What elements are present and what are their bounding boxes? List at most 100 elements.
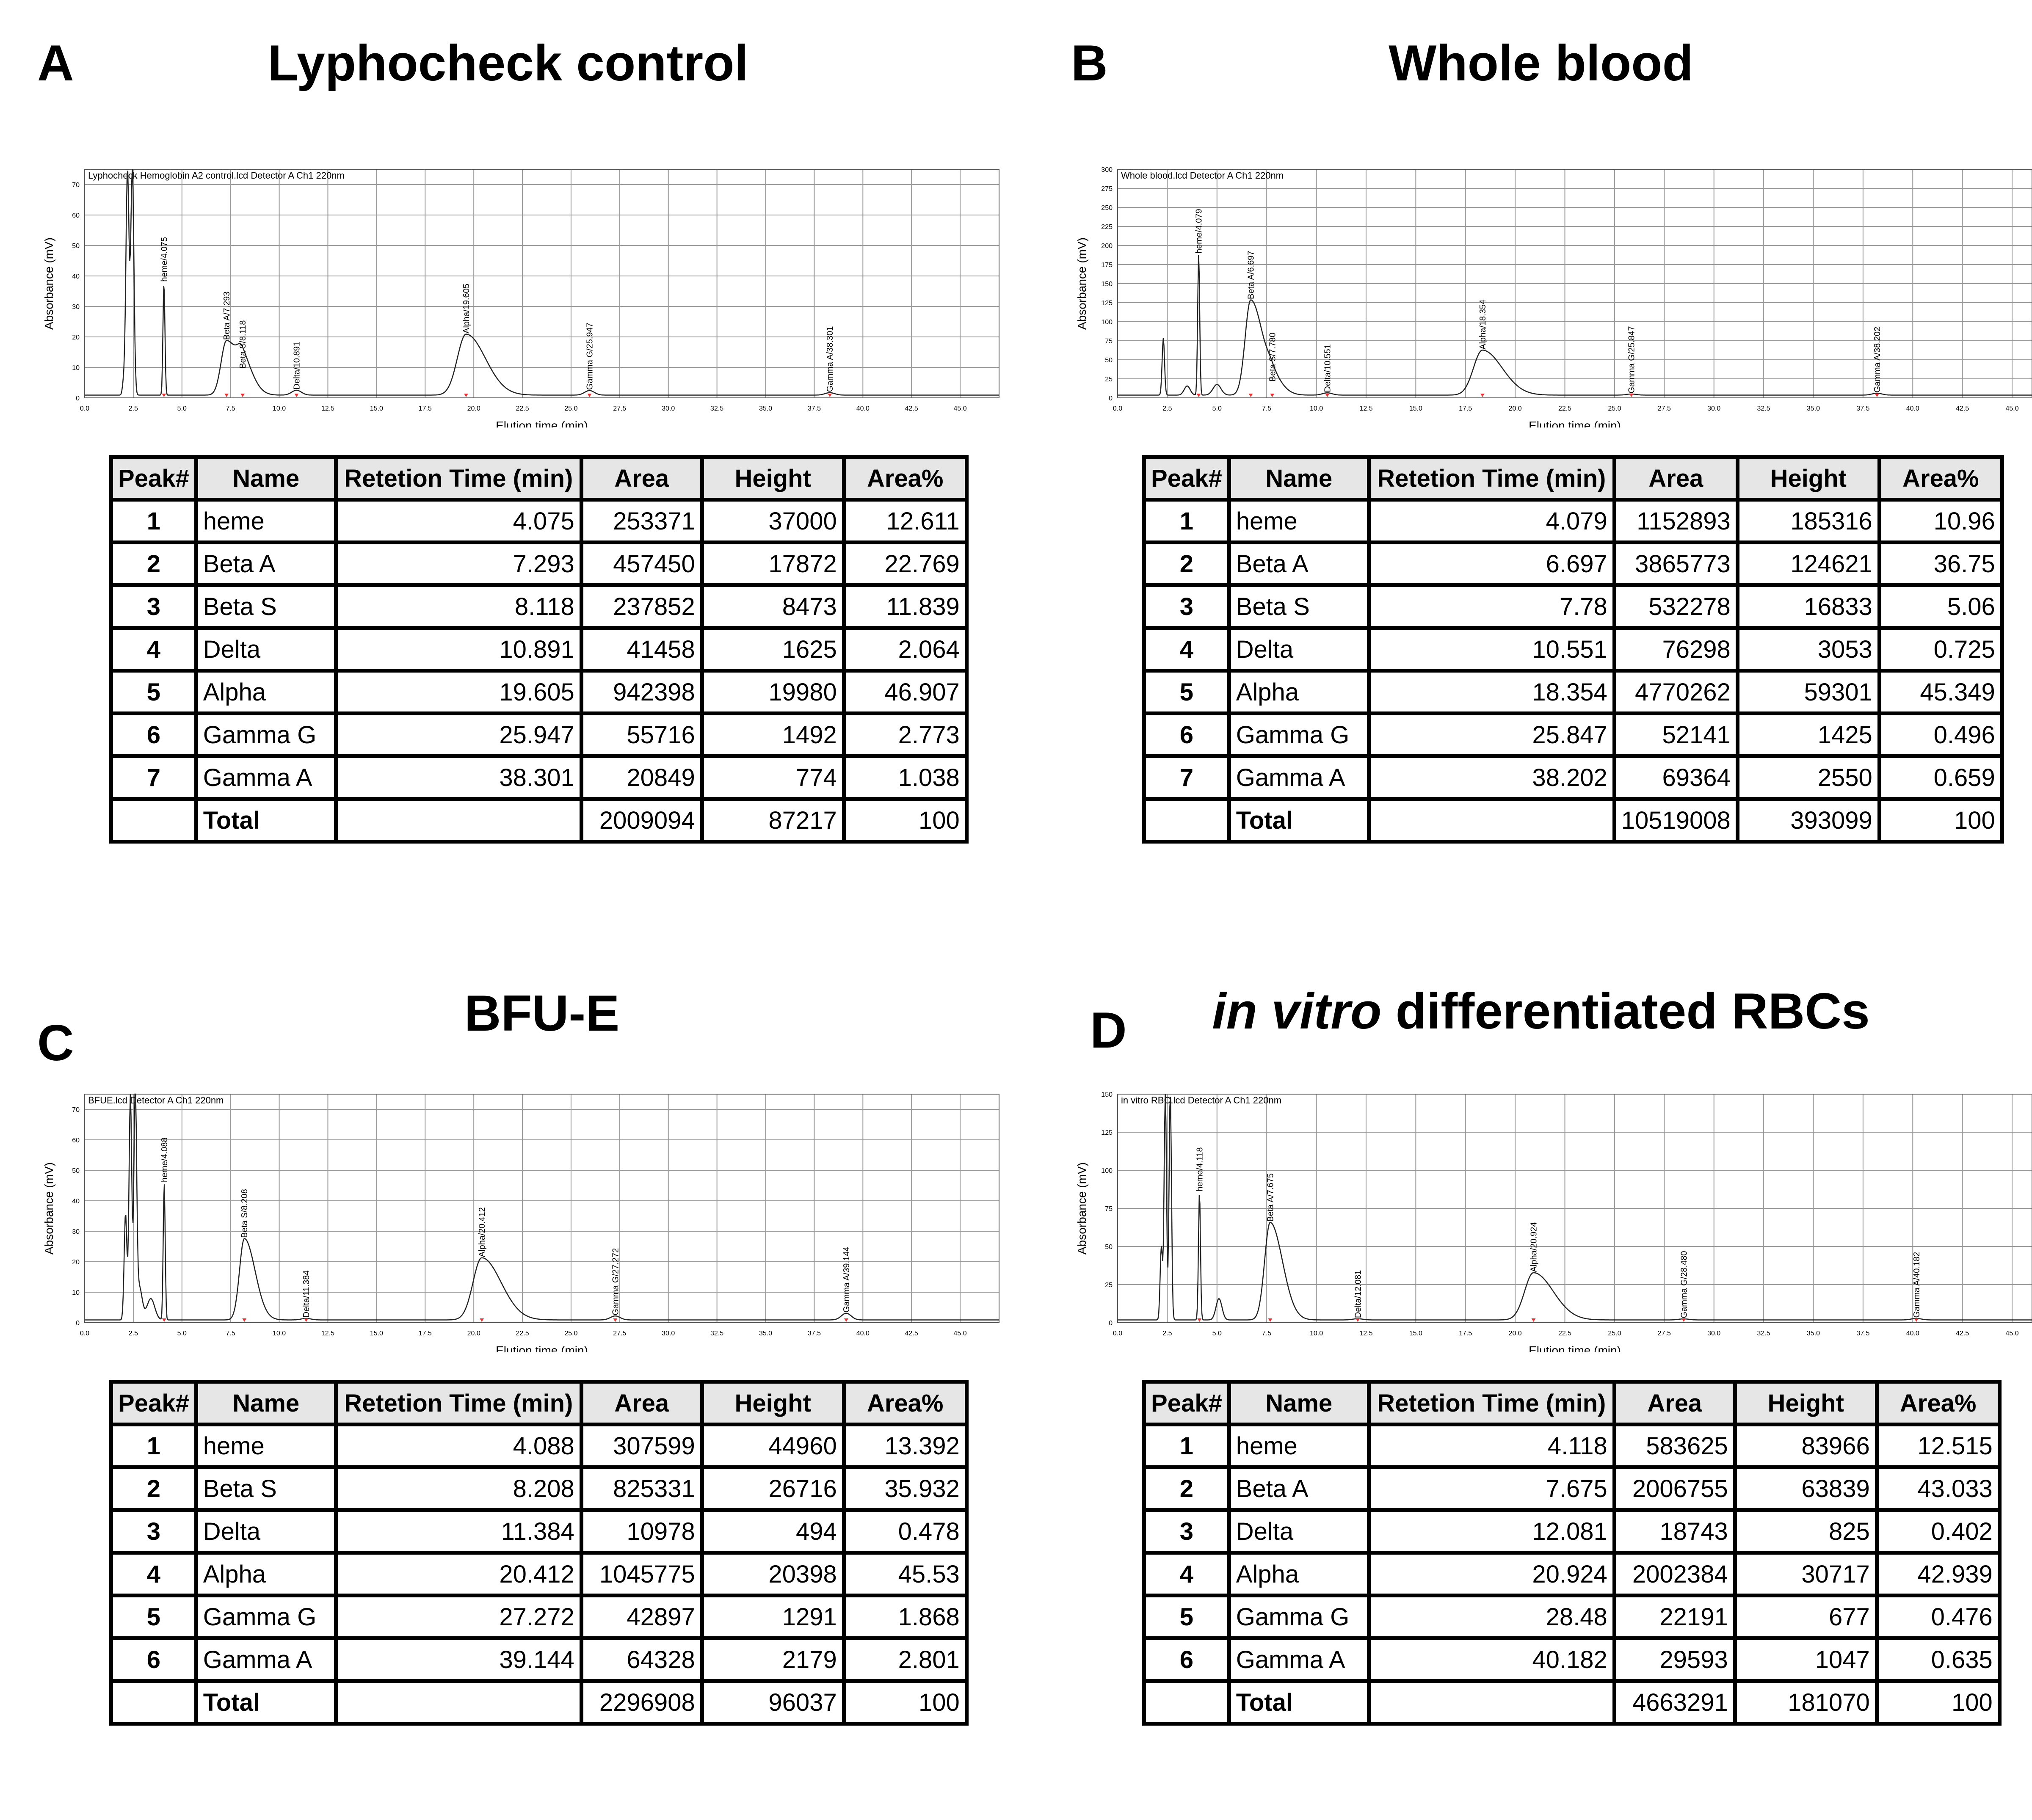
table-cell: Total bbox=[194, 1679, 338, 1726]
y-tick-label: 10 bbox=[72, 364, 80, 372]
table-cell: 2179 bbox=[700, 1636, 846, 1683]
table-cell: Alpha bbox=[1227, 1551, 1371, 1597]
peak-marker bbox=[480, 1318, 484, 1322]
table-total-row: Total 10519008 393099 100 bbox=[1142, 797, 2004, 844]
table-cell: 19.605 bbox=[334, 669, 583, 715]
column-header: Name bbox=[194, 455, 338, 502]
panel-letter: C bbox=[37, 1015, 74, 1071]
table-cell: 4 bbox=[109, 1551, 198, 1597]
peak-label: heme/4.088 bbox=[160, 1137, 169, 1182]
peak-marker bbox=[828, 394, 832, 397]
table-row: 3 Beta S 7.78 532278 16833 5.06 bbox=[1142, 583, 2004, 630]
table-cell: 2002384 bbox=[1612, 1551, 1737, 1597]
x-tick-label: 40.0 bbox=[856, 1330, 870, 1337]
table-row: 3 Delta 11.384 10978 494 0.478 bbox=[109, 1508, 969, 1555]
x-tick-label: 20.0 bbox=[467, 1330, 480, 1337]
x-axis-label: Elution time (min) bbox=[496, 1344, 588, 1352]
peak-marker bbox=[1480, 394, 1485, 397]
x-axis-label: Elution time (min) bbox=[496, 419, 588, 427]
table-cell: 10.551 bbox=[1367, 626, 1616, 673]
x-tick-label: 20.0 bbox=[1509, 1330, 1522, 1337]
table-row: 2 Beta A 7.675 2006755 63839 43.033 bbox=[1142, 1465, 2002, 1512]
table-cell: 7.78 bbox=[1367, 583, 1616, 630]
table-cell: 39.144 bbox=[334, 1636, 583, 1683]
y-tick-label: 30 bbox=[72, 303, 80, 311]
x-tick-label: 35.0 bbox=[1807, 405, 1820, 412]
x-tick-label: 37.5 bbox=[1856, 1330, 1869, 1337]
table-cell: 2 bbox=[1142, 1465, 1231, 1512]
table-cell: Beta S bbox=[1227, 583, 1371, 630]
peak-label: Beta A/7.675 bbox=[1266, 1173, 1275, 1222]
chart-header: in vitro RBC.lcd Detector A Ch1 220nm bbox=[1121, 1095, 1281, 1106]
table-cell: 185316 bbox=[1735, 498, 1881, 544]
x-tick-label: 32.5 bbox=[1757, 1330, 1770, 1337]
table-row: 7 Gamma A 38.301 20849 774 1.038 bbox=[109, 754, 969, 801]
table-row: 6 Gamma G 25.847 52141 1425 0.496 bbox=[1142, 711, 2004, 758]
table-cell: Alpha bbox=[194, 669, 338, 715]
y-tick-label: 70 bbox=[72, 182, 80, 189]
y-tick-label: 150 bbox=[1101, 281, 1113, 288]
table-row: 6 Gamma G 25.947 55716 1492 2.773 bbox=[109, 711, 969, 758]
table-cell: 1152893 bbox=[1612, 498, 1739, 544]
table-cell: 20398 bbox=[700, 1551, 846, 1597]
table-row: 5 Gamma G 28.48 22191 677 0.476 bbox=[1142, 1594, 2002, 1640]
table-cell: 0.659 bbox=[1877, 754, 2004, 801]
table-cell: heme bbox=[1227, 1423, 1371, 1469]
peak-marker bbox=[1270, 394, 1275, 397]
x-tick-label: 25.0 bbox=[1608, 1330, 1621, 1337]
table-cell bbox=[1367, 797, 1616, 844]
table-row: 2 Beta A 6.697 3865773 124621 36.75 bbox=[1142, 540, 2004, 587]
table-cell: 100 bbox=[1877, 797, 2004, 844]
peak-marker bbox=[224, 394, 229, 397]
table-row: 5 Gamma G 27.272 42897 1291 1.868 bbox=[109, 1594, 969, 1640]
peak-label: Delta/11.384 bbox=[302, 1270, 311, 1318]
chromatogram: 0.0 2.5 5.0 7.5 10.0 12.5 15.0 17.5 20.0 22.5 25.0… bbox=[25, 1064, 1008, 1352]
table-cell: 2009094 bbox=[579, 797, 704, 844]
table-cell: 7.675 bbox=[1367, 1465, 1616, 1512]
table-cell: 532278 bbox=[1612, 583, 1739, 630]
panel-letter: B bbox=[1071, 35, 1108, 91]
peak-marker bbox=[1197, 1318, 1202, 1322]
x-tick-label: 17.5 bbox=[419, 405, 432, 412]
x-tick-label: 32.5 bbox=[1757, 405, 1770, 412]
table-cell: 18743 bbox=[1612, 1508, 1737, 1555]
x-tick-label: 45.0 bbox=[2005, 405, 2018, 412]
table-cell: heme bbox=[194, 498, 338, 544]
peak-label: Beta A/7.293 bbox=[222, 292, 232, 340]
y-tick-label: 20 bbox=[72, 1259, 80, 1266]
table-cell: Beta S bbox=[194, 1465, 338, 1512]
chromatogram-trace bbox=[1118, 1094, 2032, 1321]
table-cell: 40.182 bbox=[1367, 1636, 1616, 1683]
peak-marker bbox=[613, 1318, 618, 1322]
x-tick-label: 15.0 bbox=[1409, 1330, 1422, 1337]
table-total-row: Total 2009094 87217 100 bbox=[109, 797, 969, 844]
table-cell bbox=[1367, 1679, 1616, 1726]
table-cell: 28.48 bbox=[1367, 1594, 1616, 1640]
column-header: Height bbox=[1733, 1380, 1879, 1426]
table-cell bbox=[1142, 797, 1231, 844]
panel-c: C BFU-E 0.0 2.5 5.0 7.5 10.0 12.5 15.0 17.5 20.0… bbox=[0, 925, 1016, 1820]
peak-label: Beta S/8.118 bbox=[238, 320, 248, 369]
table-row: 3 Delta 12.081 18743 825 0.402 bbox=[1142, 1508, 2002, 1555]
table-cell: 4770262 bbox=[1612, 669, 1739, 715]
x-tick-label: 15.0 bbox=[370, 1330, 383, 1337]
table-cell: 19980 bbox=[700, 669, 846, 715]
panel-letter: A bbox=[37, 35, 74, 91]
table-cell: Beta A bbox=[1227, 1465, 1371, 1512]
table-cell: 11.839 bbox=[842, 583, 969, 630]
x-tick-label: 22.5 bbox=[1558, 1330, 1571, 1337]
panel-d: D in vitro differentiated RBCs 0.0 2.5 5.0… bbox=[1033, 925, 2032, 1820]
x-tick-label: 17.5 bbox=[419, 1330, 432, 1337]
table-header-row: Peak# Name Retetion Time (min) Area Height Ar… bbox=[1142, 455, 2004, 502]
column-header: Height bbox=[700, 455, 846, 502]
table-cell: 87217 bbox=[700, 797, 846, 844]
table-cell: 774 bbox=[700, 754, 846, 801]
y-axis-label: Absorbance (mV) bbox=[1075, 1162, 1088, 1255]
table-cell: Delta bbox=[1227, 1508, 1371, 1555]
x-tick-label: 10.0 bbox=[1310, 405, 1323, 412]
x-tick-label: 45.0 bbox=[2005, 1330, 2018, 1337]
table-cell bbox=[334, 797, 583, 844]
x-tick-label: 30.0 bbox=[1707, 405, 1720, 412]
peak-marker bbox=[1629, 394, 1634, 397]
table-cell: 10978 bbox=[579, 1508, 704, 1555]
